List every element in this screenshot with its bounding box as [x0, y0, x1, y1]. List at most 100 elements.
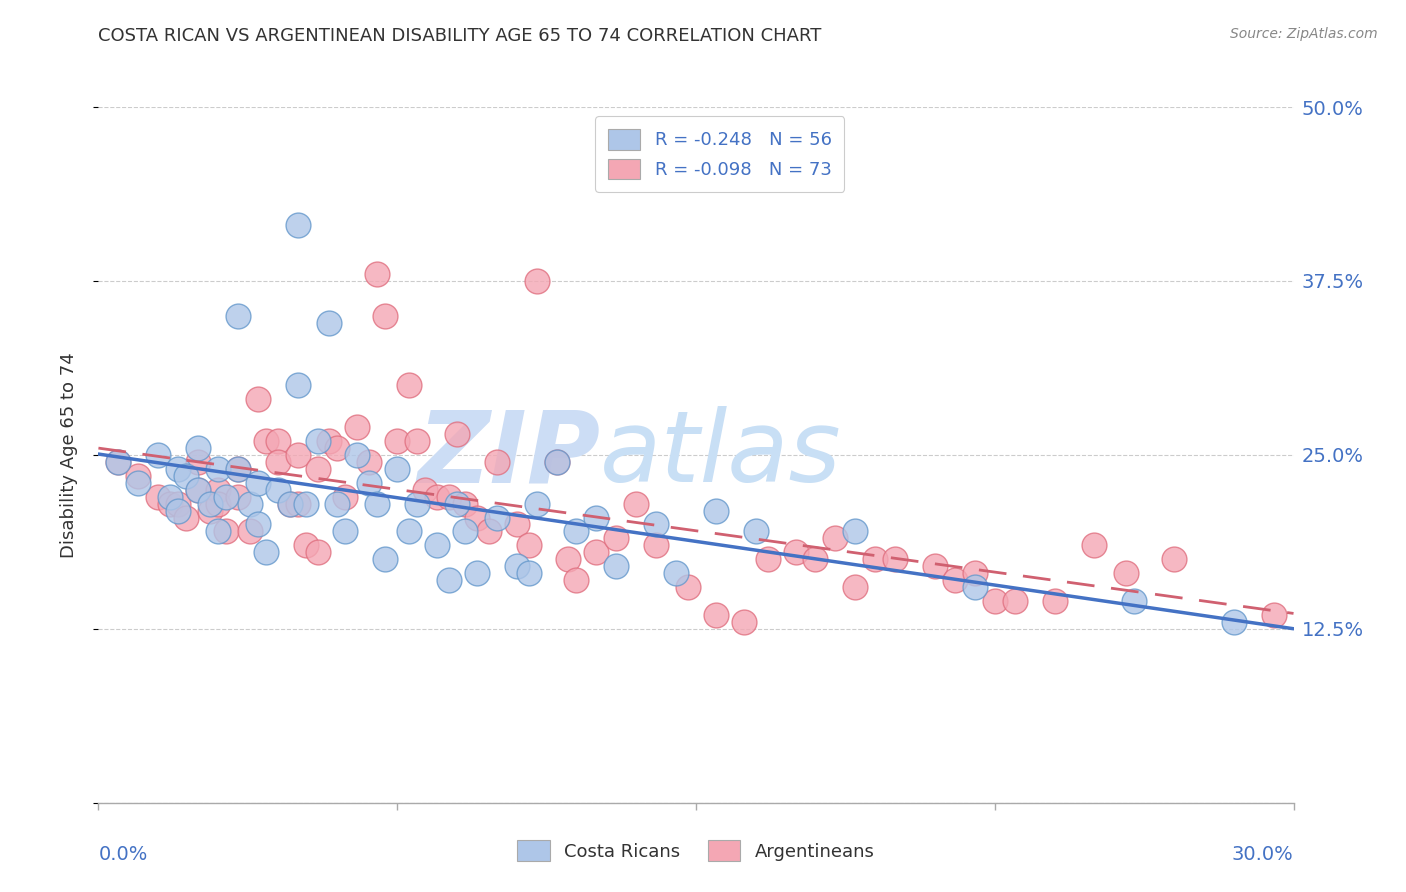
- Point: [557, 552, 579, 566]
- Point: [254, 545, 277, 559]
- Point: [374, 309, 396, 323]
- Point: [215, 524, 238, 539]
- Point: [546, 455, 568, 469]
- Point: [756, 552, 779, 566]
- Point: [585, 545, 607, 559]
- Point: [565, 573, 588, 587]
- Text: 0.0%: 0.0%: [98, 845, 148, 863]
- Point: [437, 490, 460, 504]
- Point: [1163, 552, 1185, 566]
- Point: [454, 497, 477, 511]
- Point: [159, 497, 181, 511]
- Point: [665, 566, 688, 581]
- Point: [426, 538, 449, 552]
- Point: [704, 607, 727, 622]
- Point: [318, 316, 340, 330]
- Point: [187, 483, 209, 497]
- Point: [167, 462, 190, 476]
- Point: [943, 573, 966, 587]
- Point: [963, 566, 986, 581]
- Point: [307, 462, 329, 476]
- Point: [326, 441, 349, 455]
- Point: [187, 455, 209, 469]
- Point: [107, 455, 129, 469]
- Point: [426, 490, 449, 504]
- Point: [1004, 594, 1026, 608]
- Point: [1083, 538, 1105, 552]
- Point: [359, 475, 381, 490]
- Point: [446, 427, 468, 442]
- Text: 30.0%: 30.0%: [1232, 845, 1294, 863]
- Point: [413, 483, 436, 497]
- Point: [267, 455, 290, 469]
- Point: [844, 524, 866, 539]
- Point: [226, 462, 249, 476]
- Text: Source: ZipAtlas.com: Source: ZipAtlas.com: [1230, 27, 1378, 41]
- Point: [745, 524, 768, 539]
- Point: [374, 552, 396, 566]
- Point: [1263, 607, 1285, 622]
- Point: [127, 475, 149, 490]
- Point: [1123, 594, 1146, 608]
- Point: [1115, 566, 1137, 581]
- Point: [187, 441, 209, 455]
- Point: [307, 434, 329, 448]
- Point: [733, 615, 755, 629]
- Point: [446, 497, 468, 511]
- Point: [287, 219, 309, 233]
- Point: [226, 309, 249, 323]
- Point: [246, 517, 269, 532]
- Point: [239, 524, 262, 539]
- Point: [485, 510, 508, 524]
- Point: [187, 483, 209, 497]
- Point: [207, 483, 229, 497]
- Point: [335, 490, 357, 504]
- Point: [984, 594, 1007, 608]
- Point: [287, 497, 309, 511]
- Point: [1222, 615, 1246, 629]
- Point: [226, 490, 249, 504]
- Point: [318, 434, 340, 448]
- Point: [585, 510, 607, 524]
- Point: [198, 497, 221, 511]
- Point: [406, 434, 429, 448]
- Point: [963, 580, 986, 594]
- Point: [246, 475, 269, 490]
- Point: [278, 497, 301, 511]
- Point: [506, 517, 529, 532]
- Point: [148, 448, 170, 462]
- Point: [326, 497, 349, 511]
- Y-axis label: Disability Age 65 to 74: Disability Age 65 to 74: [59, 352, 77, 558]
- Point: [398, 378, 420, 392]
- Text: COSTA RICAN VS ARGENTINEAN DISABILITY AGE 65 TO 74 CORRELATION CHART: COSTA RICAN VS ARGENTINEAN DISABILITY AG…: [98, 27, 821, 45]
- Point: [294, 538, 316, 552]
- Point: [127, 468, 149, 483]
- Point: [385, 434, 409, 448]
- Point: [506, 559, 529, 574]
- Point: [804, 552, 827, 566]
- Point: [824, 532, 846, 546]
- Point: [174, 468, 197, 483]
- Text: atlas: atlas: [600, 407, 842, 503]
- Point: [287, 448, 309, 462]
- Point: [366, 267, 388, 281]
- Point: [517, 538, 540, 552]
- Point: [844, 580, 866, 594]
- Point: [167, 497, 190, 511]
- Point: [278, 497, 301, 511]
- Point: [167, 503, 190, 517]
- Legend: Costa Ricans, Argentineans: Costa Ricans, Argentineans: [505, 828, 887, 874]
- Point: [207, 524, 229, 539]
- Point: [107, 455, 129, 469]
- Point: [148, 490, 170, 504]
- Point: [485, 455, 508, 469]
- Point: [239, 497, 262, 511]
- Point: [565, 524, 588, 539]
- Point: [546, 455, 568, 469]
- Point: [287, 378, 309, 392]
- Point: [645, 538, 668, 552]
- Point: [385, 462, 409, 476]
- Point: [198, 503, 221, 517]
- Point: [346, 448, 368, 462]
- Point: [785, 545, 807, 559]
